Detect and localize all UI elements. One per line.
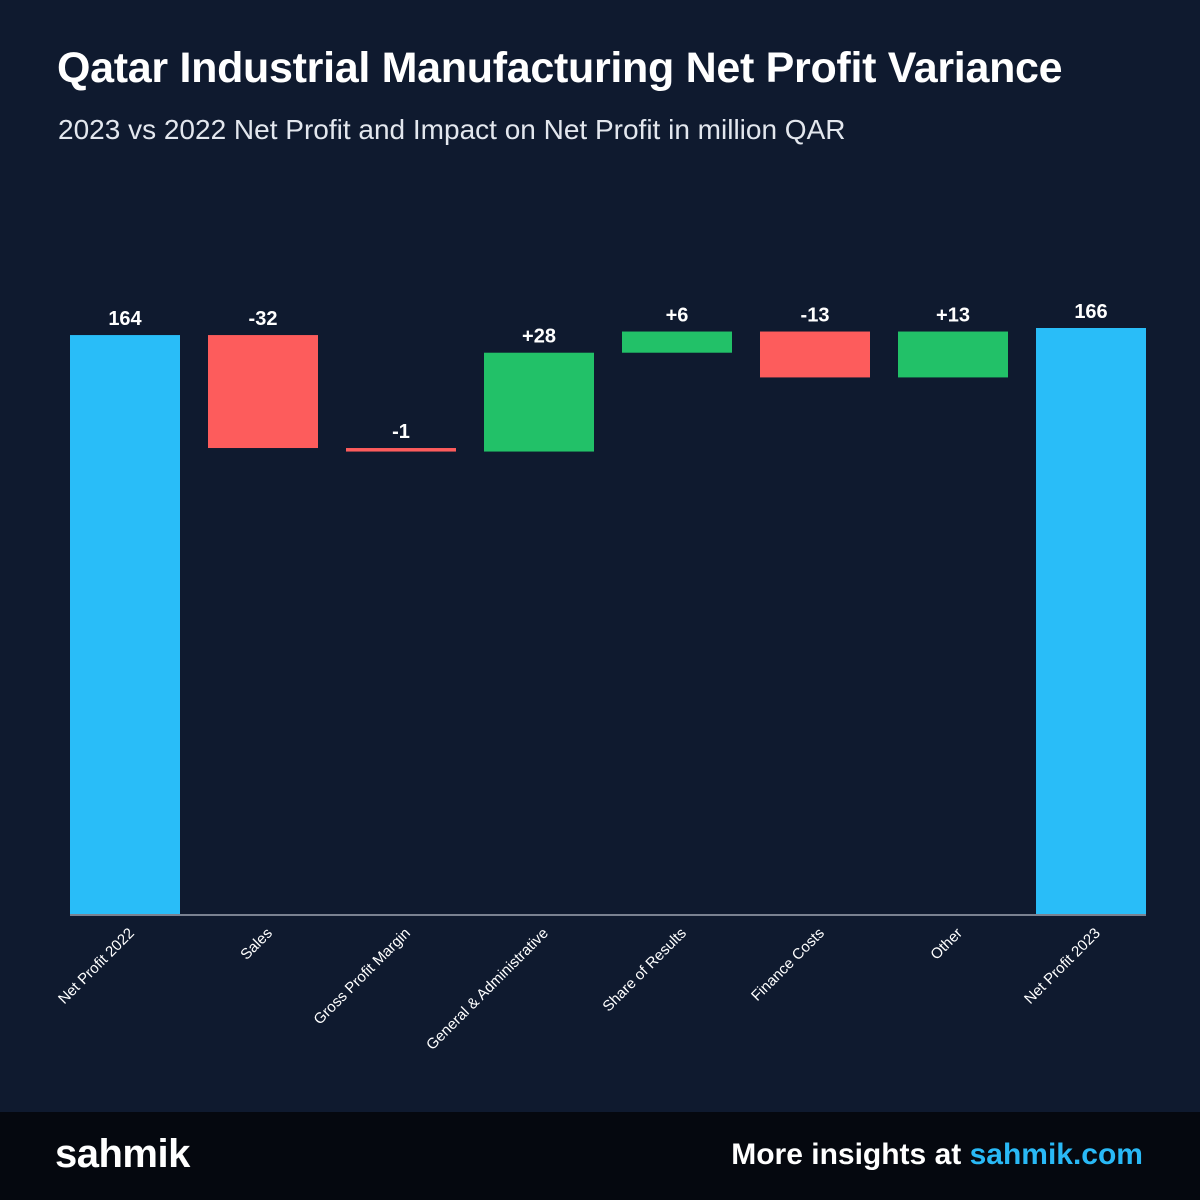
value-label-net-profit-2022: 164 — [108, 308, 142, 330]
category-label-net-profit-2023: Net Profit 2023 — [1021, 925, 1104, 1008]
bar-gross-profit-margin — [346, 448, 456, 452]
value-label-finance-costs: -13 — [801, 305, 830, 327]
bar-net-profit-2023 — [1036, 328, 1146, 914]
footer: sahmik More insights at sahmik.com — [0, 1112, 1200, 1200]
chart-title: Qatar Industrial Manufacturing Net Profi… — [57, 44, 1063, 92]
more-insights-text: More insights at sahmik.com — [731, 1138, 1143, 1172]
category-label-other: Other — [927, 925, 966, 964]
value-label-gross-profit-margin: -1 — [392, 421, 410, 443]
value-label-other: +13 — [936, 305, 970, 327]
category-label-sales: Sales — [237, 925, 276, 964]
category-label-finance-costs: Finance Costs — [748, 925, 828, 1005]
category-label-share-of-results: Share of Results — [599, 925, 689, 1015]
sahmik-link[interactable]: sahmik.com — [969, 1138, 1143, 1171]
waterfall-chart: 164 -32 -1 +28 +6 -13 +13 166 Net Profit 2022 Sa… — [55, 301, 1146, 1054]
insights-prefix: More insights at — [731, 1138, 970, 1171]
bar-finance-costs — [760, 331, 870, 378]
bar-general-and-administrative — [484, 352, 594, 452]
value-label-share-of-results: +6 — [666, 305, 689, 327]
chart-value-labels: 164 -32 -1 +28 +6 -13 +13 166 — [108, 301, 1107, 443]
chart-subtitle: 2023 vs 2022 Net Profit and Impact on Ne… — [58, 114, 846, 145]
bar-sales — [208, 335, 318, 449]
category-label-gross-profit-margin: Gross Profit Margin — [310, 925, 413, 1028]
chart-category-labels: Net Profit 2022 Sales Gross Profit Margin G… — [55, 925, 1104, 1054]
category-label-net-profit-2022: Net Profit 2022 — [55, 925, 138, 1008]
bar-share-of-results — [622, 331, 732, 353]
value-label-net-profit-2023: 166 — [1074, 301, 1107, 323]
value-label-sales: -32 — [249, 308, 278, 330]
bar-other — [898, 331, 1008, 378]
category-label-general-and-administrative: General & Administrative — [423, 925, 552, 1054]
value-label-general-and-administrative: +28 — [522, 326, 556, 348]
chart-bars — [70, 328, 1146, 914]
bar-net-profit-2022 — [70, 335, 180, 914]
sahmik-logo: sahmik — [55, 1132, 190, 1176]
